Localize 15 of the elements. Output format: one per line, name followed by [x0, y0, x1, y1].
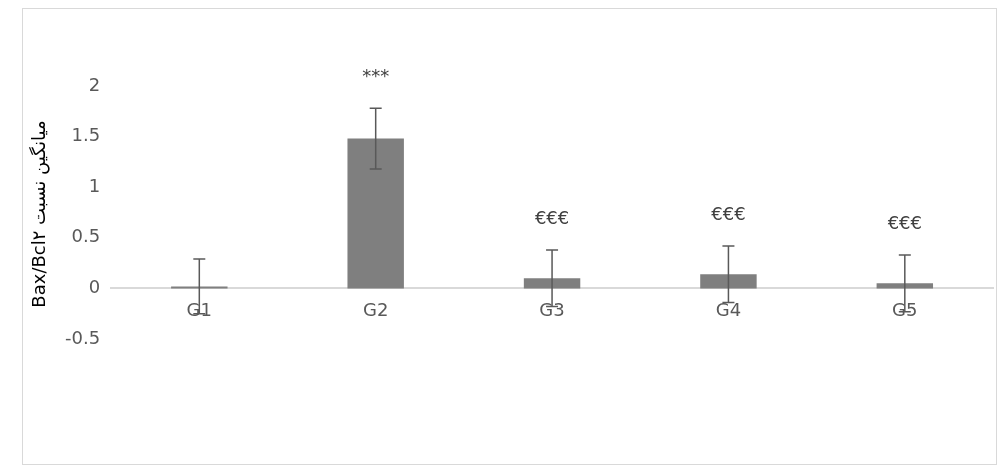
- annotation: €€€: [534, 206, 570, 228]
- annotation: ***: [362, 64, 390, 86]
- y-tick-label: 0: [88, 276, 101, 298]
- y-tick-label: 0.5: [71, 225, 101, 247]
- y-tick-label: 1: [88, 174, 101, 196]
- x-tick-label: G2: [362, 298, 389, 320]
- x-tick-label: G3: [539, 298, 565, 320]
- x-tick-label: G5: [892, 298, 918, 320]
- y-tick-label: -0.5: [65, 326, 101, 348]
- y-tick-label: 2: [88, 73, 101, 95]
- annotation: €€€: [711, 202, 746, 224]
- y-axis-title: میانگین نسبت Bax/Bcl۲: [27, 120, 49, 308]
- y-tick-label: 1.5: [71, 124, 101, 146]
- annotation: €€€: [887, 211, 922, 233]
- x-tick-label: G4: [715, 298, 742, 320]
